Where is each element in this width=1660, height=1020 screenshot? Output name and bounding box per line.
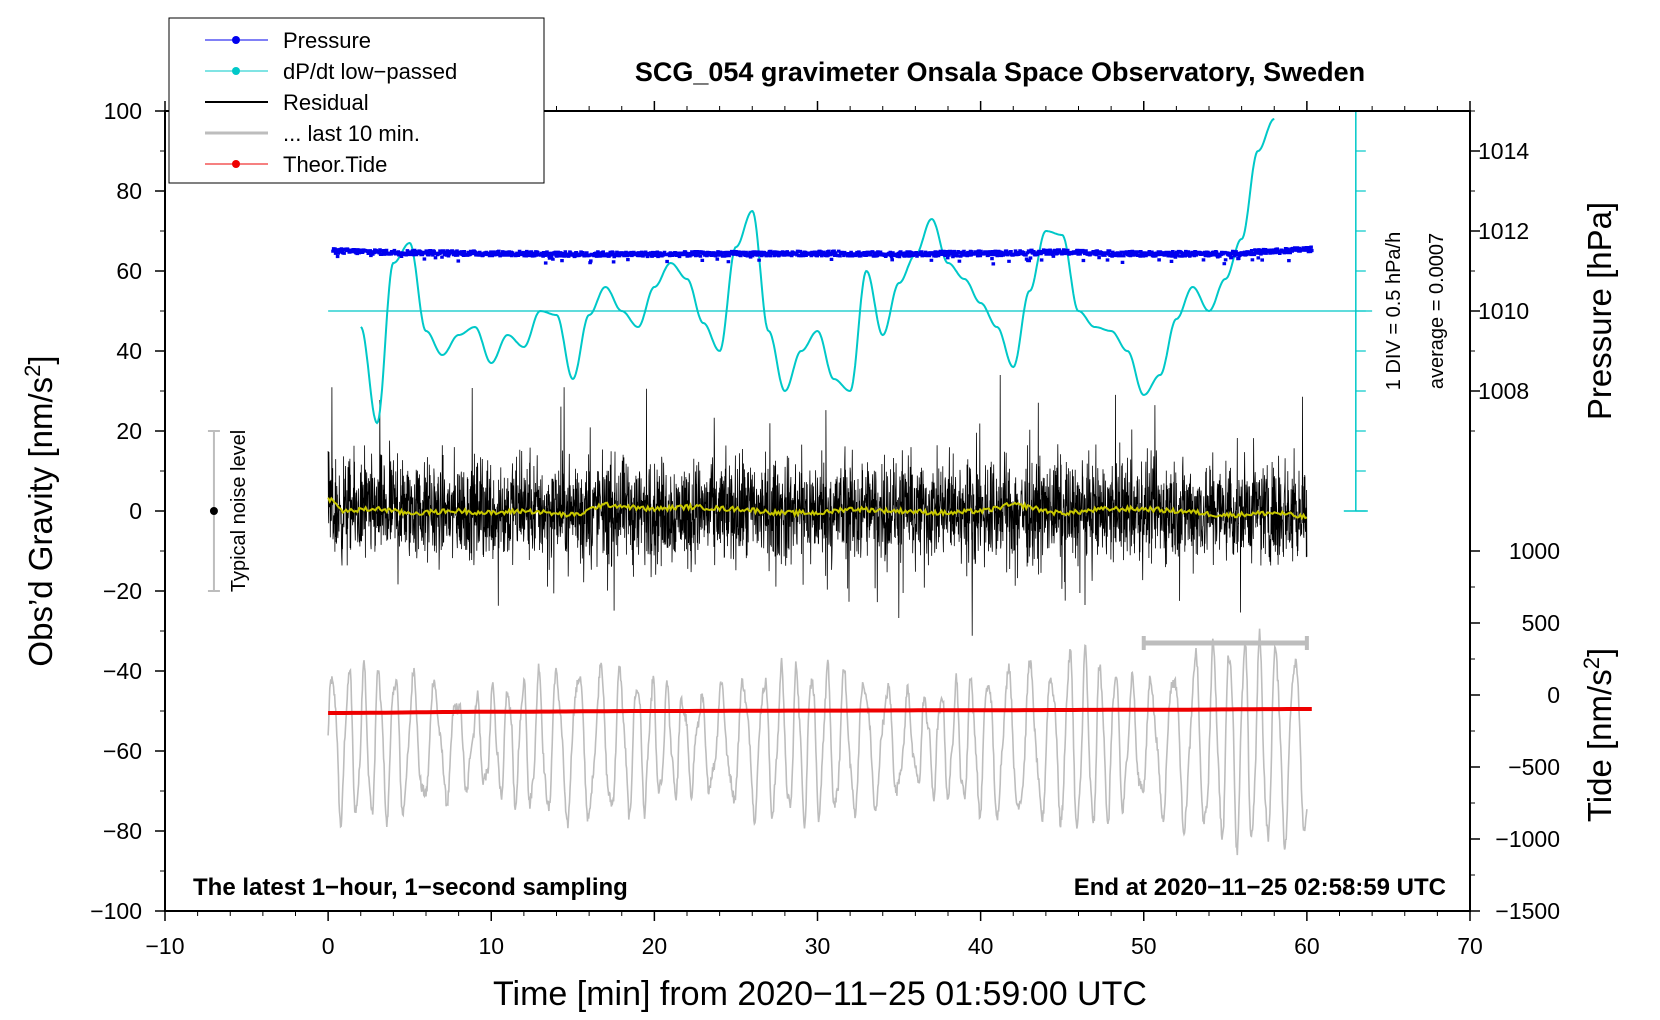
y-tick-label: 60 — [116, 258, 142, 284]
residual-trace — [327, 374, 1308, 636]
average-label: average = 0.0007 — [1426, 233, 1448, 389]
tide-tick-label: 0 — [1547, 682, 1560, 708]
ticks-layer: −10 0 10 20 30 40 50 60 70100806040200−20−40−60−… — [90, 98, 1560, 959]
last10-trace — [327, 628, 1308, 856]
legend-marker — [232, 67, 240, 75]
series-layer — [207, 110, 1373, 856]
x-tick-label: 0 — [322, 933, 335, 959]
tide-tick-label: 1000 — [1509, 538, 1560, 564]
legend-marker — [232, 160, 240, 168]
legend-label: Pressure — [283, 28, 371, 53]
x-tick-label: 20 — [642, 933, 668, 959]
pressure-tick-label: 1012 — [1478, 218, 1529, 244]
tide-label-sup: 2 — [1579, 657, 1604, 669]
annotation-bottom-right: End at 2020−11−25 02:58:59 UTC — [1074, 874, 1446, 901]
div-scale-label: 1 DIV = 0.5 hPa/h — [1383, 232, 1405, 390]
y-left-label-tail: ] — [22, 355, 59, 364]
y-tick-label: −80 — [103, 818, 142, 844]
y-tick-label: −20 — [103, 578, 142, 604]
x-tick-label: −10 — [145, 933, 184, 959]
y-tick-label: 80 — [116, 178, 142, 204]
x-tick-label: 70 — [1457, 933, 1483, 959]
chart-title: SCG_054 gravimeter Onsala Space Observat… — [635, 57, 1365, 87]
x-tick-label: 30 — [805, 933, 831, 959]
y-tick-label: −40 — [103, 658, 142, 684]
y-tick-label: 40 — [116, 338, 142, 364]
legend-label: Theor.Tide — [283, 152, 387, 177]
legend: Pressure dP/dt low−passed Residual ... last… — [168, 17, 545, 184]
tide-tick-label: −1500 — [1495, 898, 1560, 924]
pressure-tick-label: 1008 — [1478, 378, 1529, 404]
y-left-axis-label: Obs’d Gravity [nm/s2] — [20, 355, 59, 666]
tide-tick-label: −1000 — [1495, 826, 1560, 852]
annotation-bottom-left: The latest 1−hour, 1−second sampling — [193, 874, 628, 901]
tide-label-tail: ] — [1581, 648, 1618, 657]
x-tick-label: 40 — [968, 933, 994, 959]
noise-bar-center — [209, 507, 218, 515]
pressure-tick-label: 1014 — [1478, 138, 1529, 164]
plot-frame — [164, 110, 1471, 912]
legend-label: dP/dt low−passed — [283, 59, 457, 84]
dpdt-trace — [360, 118, 1275, 425]
y-tick-label: −60 — [103, 738, 142, 764]
legend-label: ... last 10 min. — [283, 121, 420, 146]
tide-tick-label: −500 — [1508, 754, 1560, 780]
x-axis-label: Time [min] from 2020−11−25 01:59:00 UTC — [493, 975, 1147, 1013]
tide-tick-label: 500 — [1522, 610, 1560, 636]
y-left-label-text: Obs’d Gravity [nm/s — [22, 377, 59, 667]
noise-level-label: Typical noise level — [228, 430, 250, 592]
tide-label-text: Tide [nm/s — [1581, 669, 1618, 822]
y-tick-label: 0 — [129, 498, 142, 524]
pressure-axis-label: Pressure [hPa] — [1581, 202, 1618, 420]
y-left-label-sup: 2 — [20, 365, 45, 377]
y-tick-label: 20 — [116, 418, 142, 444]
legend-marker — [232, 36, 240, 44]
pressure-tick-label: 1010 — [1478, 298, 1529, 324]
pressure-points — [331, 245, 1314, 266]
x-tick-label: 60 — [1294, 933, 1320, 959]
y-tick-label: 100 — [104, 98, 142, 124]
legend-box — [168, 17, 545, 184]
residual-smoothed-trace — [327, 496, 1308, 521]
x-tick-label: 10 — [478, 933, 504, 959]
legend-label: Residual — [283, 90, 369, 115]
x-tick-label: 50 — [1131, 933, 1157, 959]
theoretical-tide-trace — [328, 707, 1312, 715]
tide-axis-label: Tide [nm/s2] — [1579, 648, 1618, 822]
y-tick-label: −100 — [90, 898, 142, 924]
